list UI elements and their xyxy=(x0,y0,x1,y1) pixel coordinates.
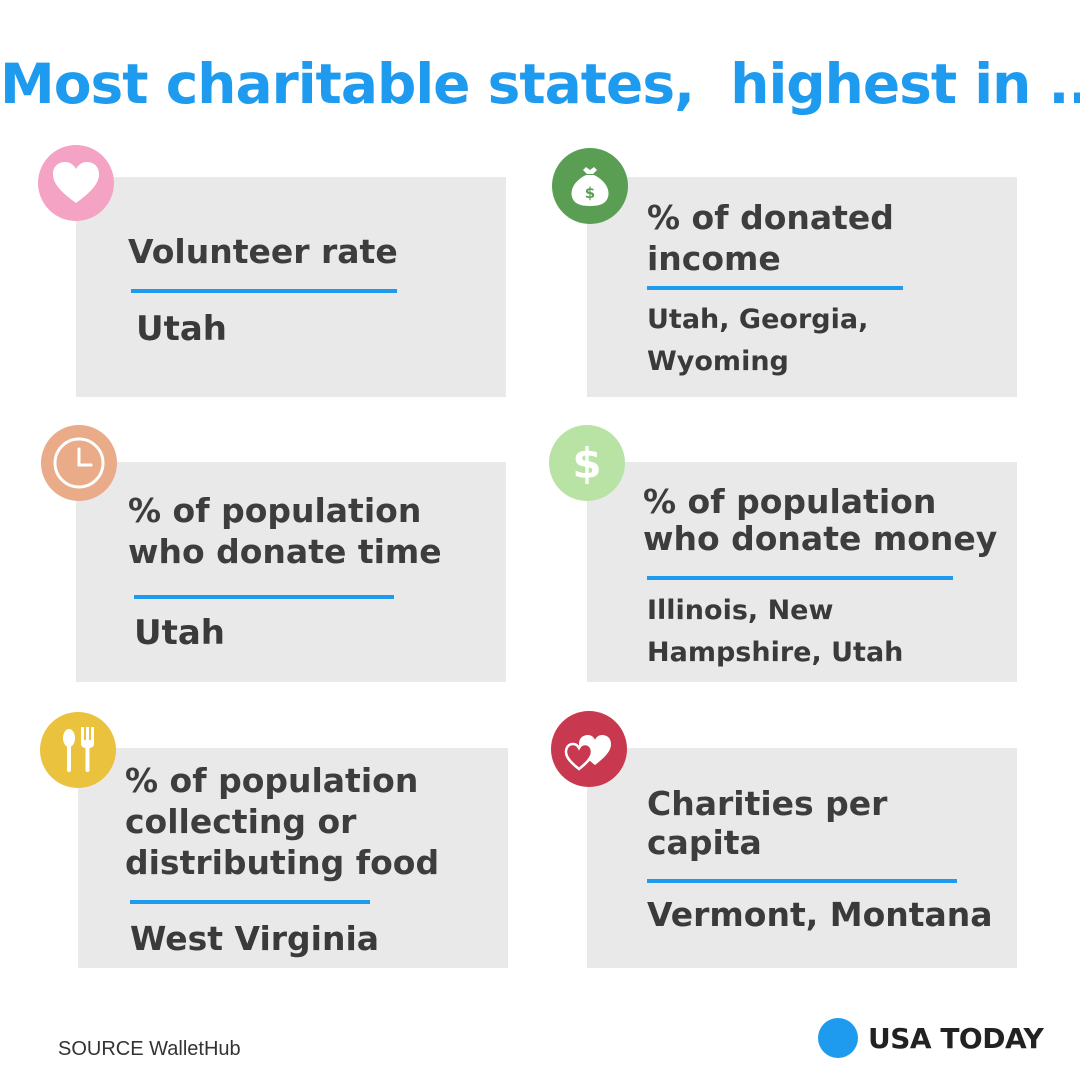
brand-dot-icon xyxy=(818,1018,858,1058)
divider xyxy=(647,286,903,290)
card-label: % of population who donate time xyxy=(128,491,442,571)
divider xyxy=(647,879,957,883)
card-label: % of population collecting or distributi… xyxy=(125,761,440,882)
card-label: % of population who donate money xyxy=(643,482,998,558)
card-donate-time: % of population who donate time Utah xyxy=(76,462,506,682)
card-answer: Utah xyxy=(136,309,228,349)
card-label: Charities per capita xyxy=(647,784,888,862)
fork-spoon-icon xyxy=(40,712,116,788)
source-note: SOURCE WalletHub xyxy=(58,1038,241,1060)
card-charities-per-capita: Charities per capita Vermont, Montana xyxy=(587,748,1017,968)
svg-text:$: $ xyxy=(572,439,601,488)
page-title: Most charitable states, highest in ... xyxy=(0,52,1080,116)
card-label: % of donated income xyxy=(647,198,894,278)
two-hearts-icon xyxy=(551,711,627,787)
clock-icon xyxy=(41,425,117,501)
card-answer: Utah, Georgia, Wyoming xyxy=(647,304,869,377)
card-food: % of population collecting or distributi… xyxy=(78,748,508,968)
heart-icon xyxy=(38,145,114,221)
money-bag-icon: $ xyxy=(552,148,628,224)
brand-logo: USA TODAY xyxy=(818,1018,1044,1058)
divider xyxy=(647,576,953,580)
card-volunteer-rate: Volunteer rate Utah xyxy=(76,177,506,397)
card-donate-money: % of population who donate money Illinoi… xyxy=(587,462,1017,682)
dollar-icon: $ xyxy=(549,425,625,501)
divider xyxy=(131,289,397,293)
card-answer: Vermont, Montana xyxy=(647,895,993,934)
divider xyxy=(134,595,394,599)
card-answer: Utah xyxy=(134,613,226,653)
card-answer: Illinois, New Hampshire, Utah xyxy=(647,595,904,668)
divider xyxy=(130,900,370,904)
card-donated-income: % of donated income Utah, Georgia, Wyomi… xyxy=(587,177,1017,397)
card-label: Volunteer rate xyxy=(128,232,398,271)
svg-text:$: $ xyxy=(585,184,595,202)
card-answer: West Virginia xyxy=(130,919,380,958)
brand-name: USA TODAY xyxy=(868,1021,1044,1055)
